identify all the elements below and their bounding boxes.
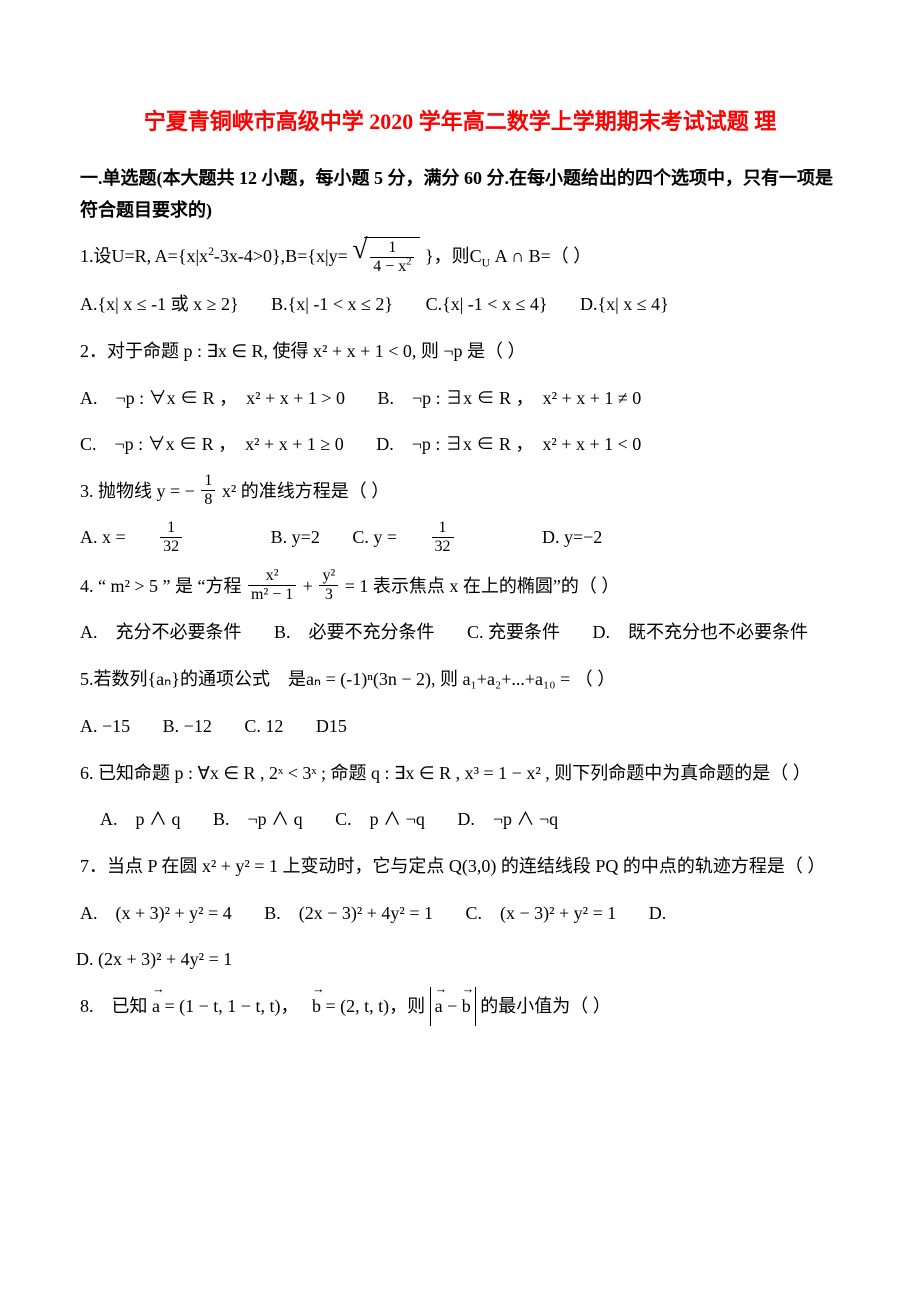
q5-opt-b: B. −12	[163, 708, 212, 744]
question-3: 3. 抛物线 y = − 1 8 x² 的准线方程是（ ）	[80, 472, 840, 512]
q4-opt-a: A. 充分不必要条件	[80, 614, 242, 650]
q4-frac2: y² 3	[319, 568, 338, 603]
q5-opt-c: C. 12	[244, 708, 283, 744]
sqrt-icon: √ 1 4 − x2	[352, 237, 420, 278]
q1-stem-c: }，则C	[425, 246, 482, 266]
q4-frac1: x² m² − 1	[248, 568, 296, 603]
section-1-heading: 一.单选题(本大题共 12 小题，每小题 5 分，满分 60 分.在每小题给出的…	[80, 162, 840, 227]
exam-page: 宁夏青铜峡市高级中学 2020 学年高二数学上学期期末考试试题 理 一.单选题(…	[0, 0, 920, 1302]
q7-opt-d: D. (2x + 3)² + 4y² = 1	[76, 941, 232, 977]
q1-opt-d: D.{x| x ≤ 4}	[580, 286, 669, 322]
abs-expr: a − b	[430, 987, 476, 1027]
q4-options: A. 充分不必要条件 B. 必要不充分条件 C. 充要条件 D. 既不充分也不必…	[80, 614, 840, 650]
q6-options: A. p ∧ q B. ¬p ∧ q C. p ∧ ¬q D. ¬p ∧ ¬q	[80, 801, 840, 837]
q3-stem-a: 3. 抛物线 y = −	[80, 481, 195, 501]
q7-options-row1: A. (x + 3)² + y² = 4 B. (2x − 3)² + 4y² …	[80, 895, 840, 931]
q4-opt-c: C. 充要条件	[467, 614, 560, 650]
q3-opt-d: D. y=−2	[542, 519, 602, 555]
q3-frac: 1 8	[201, 473, 215, 508]
q2-options-row2: C. ¬p : ∀x ∈ R ， x² + x + 1 ≥ 0 D. ¬p : …	[80, 426, 840, 462]
vector-a-icon: a	[152, 987, 160, 1027]
q6-opt-d: D. ¬p ∧ ¬q	[457, 801, 558, 837]
vector-b-icon: b	[312, 987, 321, 1027]
title-rest: 学年高二数学上学期期末考试试题 理	[419, 109, 777, 134]
q2-options-row1: A. ¬p : ∀x ∈ R ， x² + x + 1 > 0 B. ¬p : …	[80, 380, 840, 416]
q4-stem-a: 4. “ m² > 5 ” 是 “方程	[80, 576, 246, 596]
q8-stem-b: 的最小值为（ ）	[480, 996, 611, 1016]
q4-opt-d: D. 既不充分也不必要条件	[593, 614, 809, 650]
q5-options: A. −15 B. −12 C. 12 D15	[80, 708, 840, 744]
q1-stem-d: A ∩ B=（ ）	[495, 246, 592, 266]
q7-options-row2: D. (2x + 3)² + 4y² = 1	[80, 941, 840, 977]
q6-opt-c: C. p ∧ ¬q	[335, 801, 425, 837]
q2-opt-c: C. ¬p : ∀x ∈ R ， x² + x + 1 ≥ 0	[80, 426, 344, 462]
q1-opt-c: C.{x| -1 < x ≤ 4}	[426, 286, 548, 322]
q8-stem-a: 8. 已知	[80, 996, 152, 1016]
q3-stem-b: x² 的准线方程是（ ）	[222, 481, 389, 501]
question-1: 1.设U=R, A={x|x2-3x-4>0},B={x|y= √ 1 4 − …	[80, 237, 840, 278]
q7-opt-a: A. (x + 3)² + y² = 4	[80, 895, 232, 931]
q2-opt-a: A. ¬p : ∀x ∈ R ， x² + x + 1 > 0	[80, 380, 345, 416]
title-year: 2020	[369, 109, 413, 134]
q1-root-frac: 1 4 − x2	[370, 240, 414, 275]
q1-opt-a: A.{x| x ≤ -1 或 x ≥ 2}	[80, 286, 239, 322]
q6-opt-a: A. p ∧ q	[100, 801, 181, 837]
question-5: 5.若数列{aₙ}的通项公式 是aₙ = (-1)ⁿ(3n − 2), 则 a₁…	[80, 660, 840, 700]
question-8: 8. 已知 a = (1 − t, 1 − t, t)， b = (2, t, …	[80, 987, 840, 1027]
q1-options: A.{x| x ≤ -1 或 x ≥ 2} B.{x| -1 < x ≤ 2} …	[80, 286, 840, 322]
q3-opt-b: B. y=2	[271, 519, 320, 555]
page-title: 宁夏青铜峡市高级中学 2020 学年高二数学上学期期末考试试题 理	[80, 100, 840, 144]
q4-stem-b: = 1 表示焦点 x 在上的椭圆”的（ ）	[345, 576, 620, 596]
question-2: 2．对于命题 p : ∃x ∈ R, 使得 x² + x + 1 < 0, 则 …	[80, 332, 840, 372]
q4-opt-b: B. 必要不充分条件	[274, 614, 435, 650]
q2-opt-b: B. ¬p : ∃x ∈ R ， x² + x + 1 ≠ 0	[378, 380, 642, 416]
q1-opt-b: B.{x| -1 < x ≤ 2}	[271, 286, 393, 322]
q3-opt-a: A. x = 132	[80, 519, 238, 556]
question-4: 4. “ m² > 5 ” 是 “方程 x² m² − 1 + y² 3 = 1…	[80, 567, 840, 607]
q6-opt-b: B. ¬p ∧ q	[213, 801, 303, 837]
q3-options: A. x = 132 B. y=2 C. y = 132 D. y=−2	[80, 519, 840, 556]
title-school: 宁夏青铜峡市高级中学	[144, 109, 364, 134]
q1-stem-b: -3x-4>0},B={x|y=	[214, 246, 348, 266]
q5-opt-d: D15	[316, 708, 347, 744]
q5-opt-a: A. −15	[80, 708, 130, 744]
question-7: 7．当点 P 在圆 x² + y² = 1 上变动时，它与定点 Q(3,0) 的…	[80, 847, 840, 887]
q7-opt-b: B. (2x − 3)² + 4y² = 1	[264, 895, 433, 931]
q1-stem-a: 1.设U=R, A={x|x	[80, 246, 208, 266]
question-6: 6. 已知命题 p : ∀x ∈ R , 2ˣ < 3ˣ ; 命题 q : ∃x…	[80, 754, 840, 794]
q3-opt-c: C. y = 132	[352, 519, 509, 556]
q7-opt-c: C. (x − 3)² + y² = 1	[465, 895, 616, 931]
q2-opt-d: D. ¬p : ∃x ∈ R ， x² + x + 1 < 0	[376, 426, 641, 462]
